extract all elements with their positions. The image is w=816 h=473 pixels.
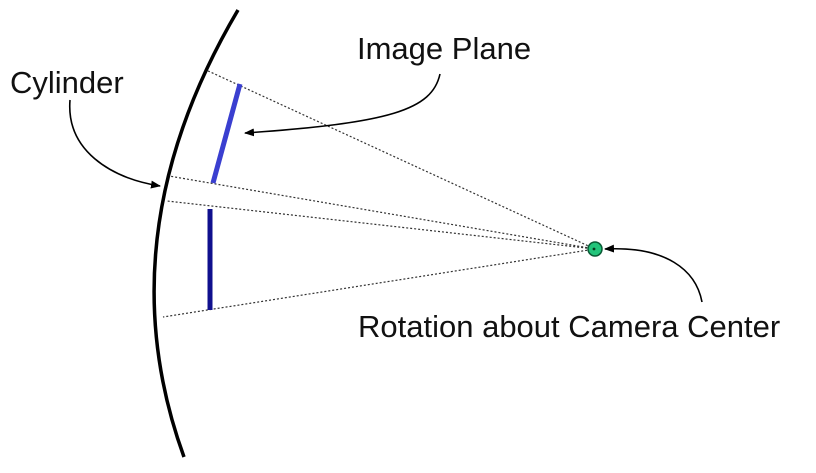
image-plane-rotated [210, 83, 243, 184]
rotation-label: Rotation about Camera Center [358, 309, 781, 344]
cylinder-arc [152, 9, 240, 458]
cylinder-label: Cylinder [10, 65, 124, 100]
image-plane-callout-arrow [244, 73, 441, 137]
ray-bottom-lower [162, 248, 596, 318]
ray-top-upper [205, 69, 596, 250]
ray-bottom-upper [166, 200, 596, 250]
image-plane-label: Image Plane [357, 31, 532, 66]
cylinder-callout-arrow [69, 99, 161, 189]
camera-center-dot [592, 247, 596, 251]
ray-top-lower [168, 175, 596, 250]
projection-rays [162, 69, 596, 318]
rotation-callout-arrow [604, 244, 703, 303]
